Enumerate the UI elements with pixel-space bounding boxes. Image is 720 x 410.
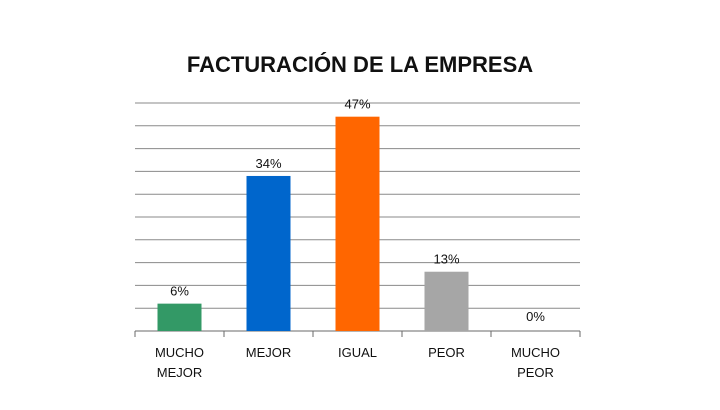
data-label: 0% [526,309,545,324]
x-tick-label: MUCHO [511,345,560,360]
bar-2 [335,116,380,332]
x-tick-label: MEJOR [157,365,203,380]
x-tick-label: MUCHO [155,345,204,360]
bar-3 [424,271,469,331]
data-label: 47% [344,97,370,112]
x-tick-label: MEJOR [246,345,292,360]
x-tick-label: PEOR [428,345,465,360]
data-label: 6% [170,284,189,299]
x-tick-label: PEOR [517,365,554,380]
chart-title: FACTURACIÓN DE LA EMPRESA [186,52,534,77]
x-tick-label: IGUAL [338,345,377,360]
data-label: 34% [255,156,281,171]
bar-1 [246,175,291,331]
data-label: 13% [433,252,459,267]
bar-0 [157,303,202,331]
